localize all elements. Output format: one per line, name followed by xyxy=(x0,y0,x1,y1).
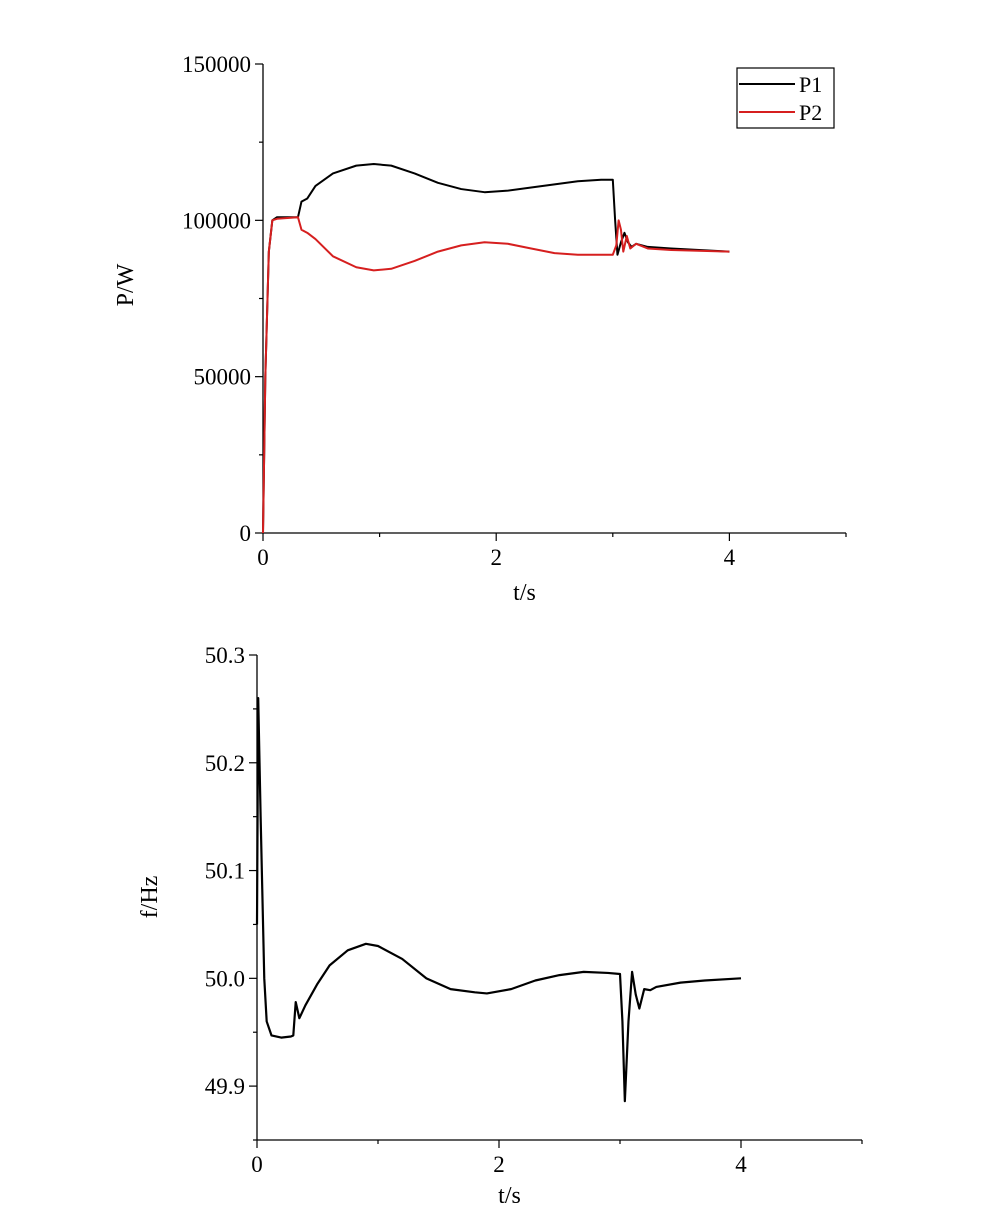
x-tick-label: 2 xyxy=(493,1152,505,1177)
y-tick-label: 50.0 xyxy=(205,966,245,991)
y-tick-label: 49.9 xyxy=(205,1074,245,1099)
y-tick-label: 50.3 xyxy=(205,643,245,668)
y-tick-label: 0 xyxy=(240,521,252,546)
x-tick-label: 2 xyxy=(490,545,502,570)
x-tick-label: 4 xyxy=(724,545,736,570)
y-axis-title: P/W xyxy=(113,263,139,306)
y-tick-label: 50.2 xyxy=(205,751,245,776)
y-axis-title: f/Hz xyxy=(137,876,163,919)
x-axis-title: t/s xyxy=(498,1183,521,1209)
y-tick-label: 50.1 xyxy=(205,859,245,884)
y-tick-label: 100000 xyxy=(182,208,251,233)
legend-label: P1 xyxy=(799,72,822,97)
power-chart: 0 50000 100000 150000 0 2 4 t/s P/W P1 P2 xyxy=(113,52,847,606)
frequency-chart: 49.9 50.0 50.1 50.2 50.3 0 2 4 t/s f/Hz xyxy=(137,643,863,1209)
x-tick-label: 4 xyxy=(735,1152,747,1177)
series-line-frequency xyxy=(255,697,742,1103)
series-line-p2 xyxy=(262,216,730,534)
x-tick-label: 0 xyxy=(251,1152,263,1177)
y-tick-label: 150000 xyxy=(182,52,251,77)
series-line-p1 xyxy=(262,163,730,534)
legend-label: P2 xyxy=(799,100,822,125)
legend-box xyxy=(736,67,835,129)
x-tick-label: 0 xyxy=(257,545,269,570)
x-axis-title: t/s xyxy=(513,580,536,606)
y-tick-label: 50000 xyxy=(194,365,252,390)
